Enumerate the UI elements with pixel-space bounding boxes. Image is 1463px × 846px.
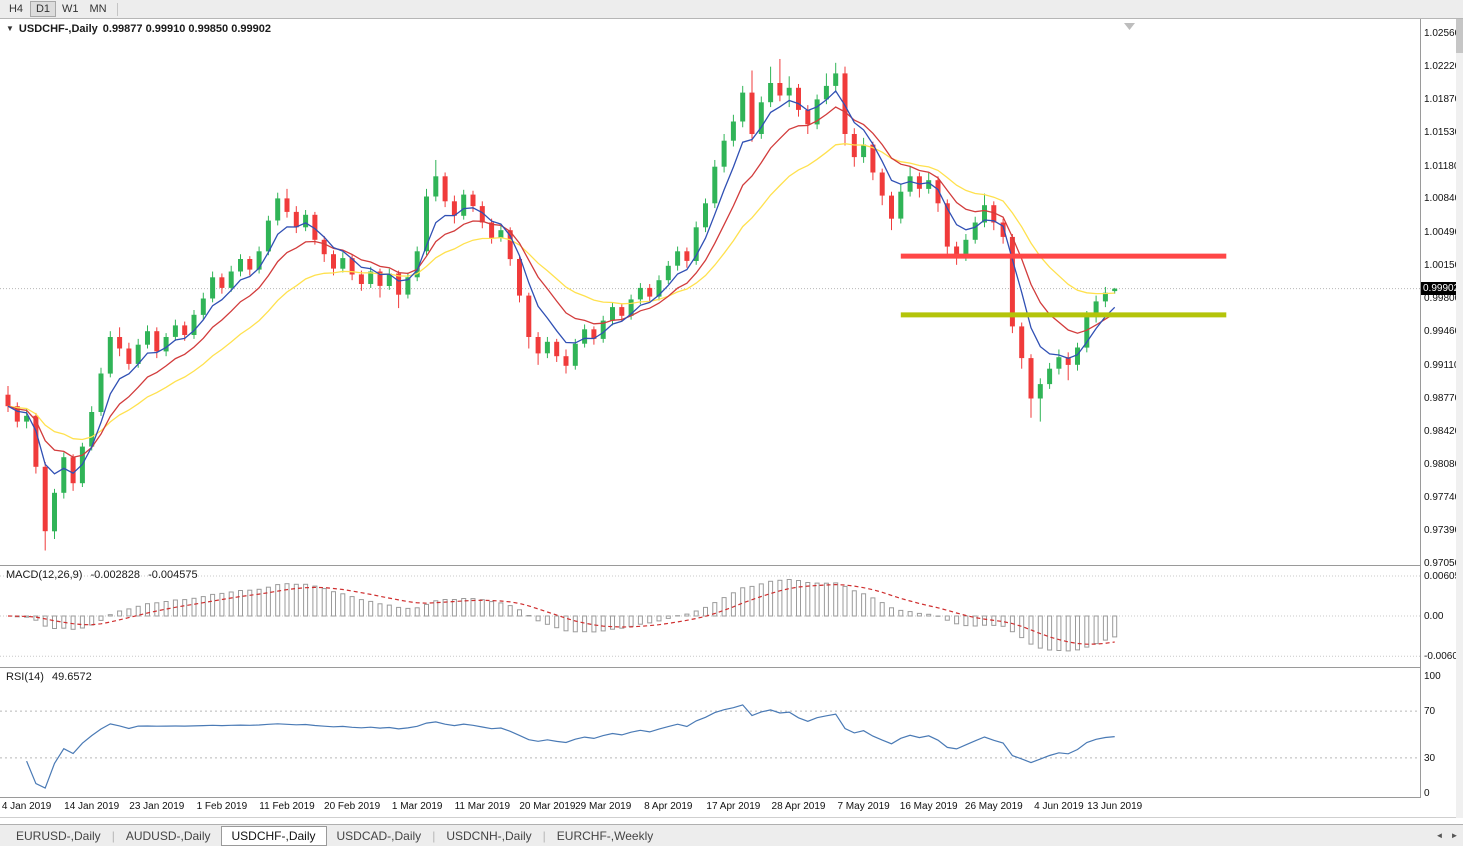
- chart-tab-usdchf[interactable]: USDCHF-,Daily: [220, 825, 327, 846]
- time-axis[interactable]: 4 Jan 2019 14 Jan 2019 23 Jan 2019 1 Feb 20…: [0, 798, 1456, 818]
- rsi-axis-tick: 100: [1424, 671, 1441, 682]
- price-axis-tick: 0.99460: [1424, 326, 1461, 338]
- price-axis-tick: 0.99110: [1424, 359, 1460, 371]
- price-axis-tick: 1.01530: [1424, 127, 1461, 139]
- price-axis-tick: 1.01870: [1424, 94, 1461, 106]
- price-axis-tick: 1.02560: [1424, 28, 1461, 39]
- tab-separator: |: [542, 828, 546, 843]
- rsi-chart[interactable]: [0, 668, 1420, 797]
- price-axis-tick: 1.02220: [1424, 60, 1461, 72]
- price-axis-tick: 1.01180: [1424, 160, 1460, 172]
- ohlc-values: 0.99877 0.99910 0.99850 0.99902: [102, 23, 271, 35]
- chart-tab-eurusd[interactable]: EURUSD-,Daily: [16, 828, 101, 843]
- rsi-pane[interactable]: RSI(14) 49.6572: [0, 668, 1456, 798]
- chart-tab-audusd[interactable]: AUDUSD-,Daily: [125, 828, 211, 843]
- timeframe-toolbar: H4 D1 W1 MN: [0, 0, 1463, 19]
- price-axis-tick: 1.00490: [1424, 227, 1461, 239]
- time-axis-label: 16 May 2019: [899, 801, 958, 812]
- macd-value-signal: -0.004575: [148, 569, 198, 581]
- rsi-axis-tick: 0: [1424, 788, 1430, 799]
- tab-separator: |: [432, 828, 436, 843]
- time-axis-label: 17 Apr 2019: [706, 801, 761, 812]
- rsi-value: 49.6572: [51, 671, 92, 683]
- macd-value-main: -0.002828: [90, 569, 141, 581]
- chart-tab-eurchf[interactable]: EURCHF-,Weekly: [556, 828, 654, 843]
- macd-pane[interactable]: MACD(12,26,9) -0.002828 -0.004575: [0, 566, 1456, 668]
- timeframe-button-d1[interactable]: D1: [30, 1, 56, 17]
- time-axis-label: 4 Jan 2019: [1, 801, 52, 812]
- chart-symbol-label: ▼ USDCHF-,Daily 0.99877 0.99910 0.99850 …: [6, 23, 271, 35]
- toolbar-separator: [116, 2, 118, 16]
- price-axis-tick: 0.97050: [1424, 558, 1461, 569]
- price-axis[interactable]: 1.02560 1.02220 1.01870 1.01530 1.01180 1.008…: [1420, 19, 1463, 799]
- candlestick-chart[interactable]: [0, 19, 1420, 565]
- rsi-label: RSI(14) 49.6572: [6, 671, 92, 683]
- time-axis-label: 1 Mar 2019: [391, 801, 443, 812]
- tab-scroll-right-button[interactable]: ►: [1450, 831, 1459, 840]
- rsi-name: RSI(14): [6, 671, 44, 683]
- time-axis-label: 29 Mar 2019: [575, 801, 632, 812]
- time-axis-label: 23 Jan 2019: [129, 801, 185, 812]
- macd-axis-tick: 0.00: [1424, 611, 1444, 622]
- price-pane[interactable]: ▼ USDCHF-,Daily 0.99877 0.99910 0.99850 …: [0, 19, 1456, 566]
- chart-shift-marker: [1124, 23, 1135, 30]
- chart-tab-usdcnh[interactable]: USDCNH-,Daily: [446, 828, 532, 843]
- tab-scroll-left-button[interactable]: ◄: [1435, 831, 1444, 840]
- price-axis-tick: 0.99800: [1424, 293, 1461, 305]
- price-axis-tick: 0.98420: [1424, 426, 1461, 438]
- price-axis-tick: 0.97390: [1424, 525, 1461, 537]
- timeframe-button-h4[interactable]: H4: [8, 3, 24, 15]
- time-axis-label: 26 May 2019: [964, 801, 1023, 812]
- chart-tab-bar: EURUSD-,Daily | AUDUSD-,Daily USDCHF-,Daily…: [0, 824, 1463, 846]
- price-axis-tick: 0.98080: [1424, 458, 1461, 470]
- timeframe-button-w1[interactable]: W1: [62, 3, 79, 15]
- time-axis-label: 28 Apr 2019: [771, 801, 826, 812]
- macd-label: MACD(12,26,9) -0.002828 -0.004575: [6, 569, 198, 581]
- current-price-badge: 0.99902: [1421, 281, 1460, 295]
- triangle-down-icon: ▼: [6, 24, 14, 33]
- macd-name: MACD(12,26,9): [6, 569, 83, 581]
- price-axis-tick: 0.98770: [1424, 392, 1461, 404]
- macd-axis-tick: -0.006096: [1424, 651, 1463, 663]
- chart-window: ▼ USDCHF-,Daily 0.99877 0.99910 0.99850 …: [0, 19, 1463, 819]
- time-axis-label: 20 Feb 2019: [324, 801, 381, 812]
- chart-tab-usdcad[interactable]: USDCAD-,Daily: [336, 828, 422, 843]
- time-axis-label: 11 Mar 2019: [454, 801, 510, 812]
- time-axis-label: 20 Mar 2019: [519, 801, 576, 812]
- timeframe-button-mn[interactable]: MN: [89, 3, 107, 15]
- price-axis-tick: 0.97740: [1424, 491, 1461, 503]
- rsi-axis-tick: 30: [1424, 752, 1436, 764]
- vertical-scrollbar[interactable]: [1456, 19, 1463, 818]
- price-axis-tick: 1.00150: [1424, 259, 1461, 271]
- time-axis-label: 7 May 2019: [837, 801, 890, 812]
- macd-axis-tick: 0.006058: [1424, 571, 1463, 582]
- time-axis-label: 14 Jan 2019: [64, 801, 120, 812]
- time-axis-label: 11 Feb 2019: [259, 801, 315, 812]
- time-axis-label: 8 Apr 2019: [644, 801, 693, 812]
- time-axis-label: 4 Jun 2019: [1034, 801, 1084, 812]
- rsi-axis-tick: 70: [1424, 706, 1436, 718]
- symbol-period-text: USDCHF-,Daily: [18, 23, 98, 35]
- time-axis-label: 1 Feb 2019: [196, 801, 248, 812]
- time-axis-label: 13 Jun 2019: [1087, 801, 1143, 812]
- tab-separator: |: [111, 828, 115, 843]
- tab-nav-buttons: ◄ ►: [1433, 828, 1461, 843]
- scrollbar-thumb[interactable]: [1456, 19, 1463, 53]
- macd-chart[interactable]: [0, 566, 1420, 667]
- price-axis-tick: 1.00840: [1424, 193, 1461, 205]
